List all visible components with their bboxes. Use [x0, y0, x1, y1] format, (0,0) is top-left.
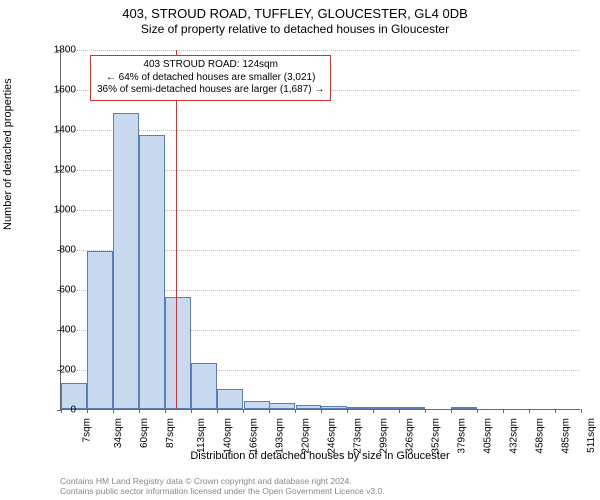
histogram-bar	[139, 135, 165, 409]
plot-area	[60, 50, 580, 410]
xtick-label: 299sqm	[379, 418, 390, 454]
ytick-label: 800	[36, 245, 76, 256]
xtick-label: 511sqm	[586, 418, 597, 453]
ytick-label: 0	[36, 405, 76, 416]
x-axis-label: Distribution of detached houses by size …	[60, 450, 580, 462]
callout-line: 36% of semi-detached houses are larger (…	[97, 84, 324, 97]
xtick-mark	[503, 409, 504, 413]
xtick-label: 379sqm	[457, 418, 468, 454]
ytick-label: 1000	[36, 205, 76, 216]
gridline-h	[61, 50, 580, 51]
xtick-mark	[269, 409, 270, 413]
histogram-bar	[217, 389, 243, 409]
xtick-label: 326sqm	[405, 418, 416, 454]
xtick-label: 140sqm	[223, 418, 234, 454]
attribution-text: Contains HM Land Registry data © Crown c…	[60, 476, 385, 496]
xtick-mark	[347, 409, 348, 413]
histogram-bar	[296, 405, 322, 409]
callout-line: ← 64% of detached houses are smaller (3,…	[97, 72, 324, 85]
histogram-bar	[87, 251, 113, 409]
chart-subtitle: Size of property relative to detached ho…	[0, 22, 590, 36]
ytick-label: 200	[36, 365, 76, 376]
xtick-label: 34sqm	[113, 418, 124, 448]
histogram-bar	[269, 403, 295, 409]
xtick-label: 458sqm	[535, 418, 546, 454]
xtick-label: 193sqm	[275, 418, 286, 454]
xtick-label: 113sqm	[196, 418, 207, 453]
xtick-label: 485sqm	[561, 418, 572, 454]
xtick-mark	[165, 409, 166, 413]
xtick-mark	[425, 409, 426, 413]
xtick-mark	[373, 409, 374, 413]
xtick-label: 220sqm	[301, 418, 312, 454]
xtick-label: 166sqm	[249, 418, 260, 454]
xtick-mark	[451, 409, 452, 413]
xtick-label: 60sqm	[139, 418, 150, 448]
histogram-bar	[451, 407, 477, 409]
xtick-label: 7sqm	[81, 418, 92, 442]
xtick-mark	[87, 409, 88, 413]
xtick-label: 273sqm	[353, 418, 364, 454]
attribution-line1: Contains HM Land Registry data © Crown c…	[60, 476, 385, 486]
xtick-mark	[529, 409, 530, 413]
xtick-label: 246sqm	[327, 418, 338, 454]
histogram-bar	[113, 113, 139, 409]
histogram-bar	[373, 407, 399, 409]
histogram-bar	[165, 297, 191, 409]
xtick-mark	[581, 409, 582, 413]
ytick-label: 600	[36, 285, 76, 296]
ytick-label: 1400	[36, 125, 76, 136]
xtick-label: 352sqm	[431, 418, 442, 454]
histogram-bar	[321, 406, 347, 409]
chart-title: 403, STROUD ROAD, TUFFLEY, GLOUCESTER, G…	[0, 6, 590, 21]
xtick-label: 432sqm	[509, 418, 520, 454]
xtick-mark	[399, 409, 400, 413]
xtick-mark	[217, 409, 218, 413]
histogram-bar	[244, 401, 270, 409]
xtick-mark	[113, 409, 114, 413]
xtick-mark	[321, 409, 322, 413]
histogram-bar	[347, 407, 373, 409]
callout-line: 403 STROUD ROAD: 124sqm	[97, 59, 324, 72]
y-axis-label: Number of detached properties	[2, 78, 14, 230]
histogram-bar	[191, 363, 217, 409]
xtick-mark	[555, 409, 556, 413]
xtick-mark	[139, 409, 140, 413]
xtick-mark	[191, 409, 192, 413]
xtick-label: 405sqm	[483, 418, 494, 454]
ytick-label: 1600	[36, 85, 76, 96]
reference-line	[176, 50, 177, 409]
histogram-bar	[399, 407, 425, 409]
xtick-label: 87sqm	[165, 418, 176, 448]
ytick-label: 400	[36, 325, 76, 336]
ytick-label: 1200	[36, 165, 76, 176]
ytick-label: 1800	[36, 45, 76, 56]
xtick-mark	[243, 409, 244, 413]
attribution-line2: Contains public sector information licen…	[60, 486, 385, 496]
callout-box: 403 STROUD ROAD: 124sqm← 64% of detached…	[90, 55, 331, 101]
xtick-mark	[477, 409, 478, 413]
xtick-mark	[295, 409, 296, 413]
